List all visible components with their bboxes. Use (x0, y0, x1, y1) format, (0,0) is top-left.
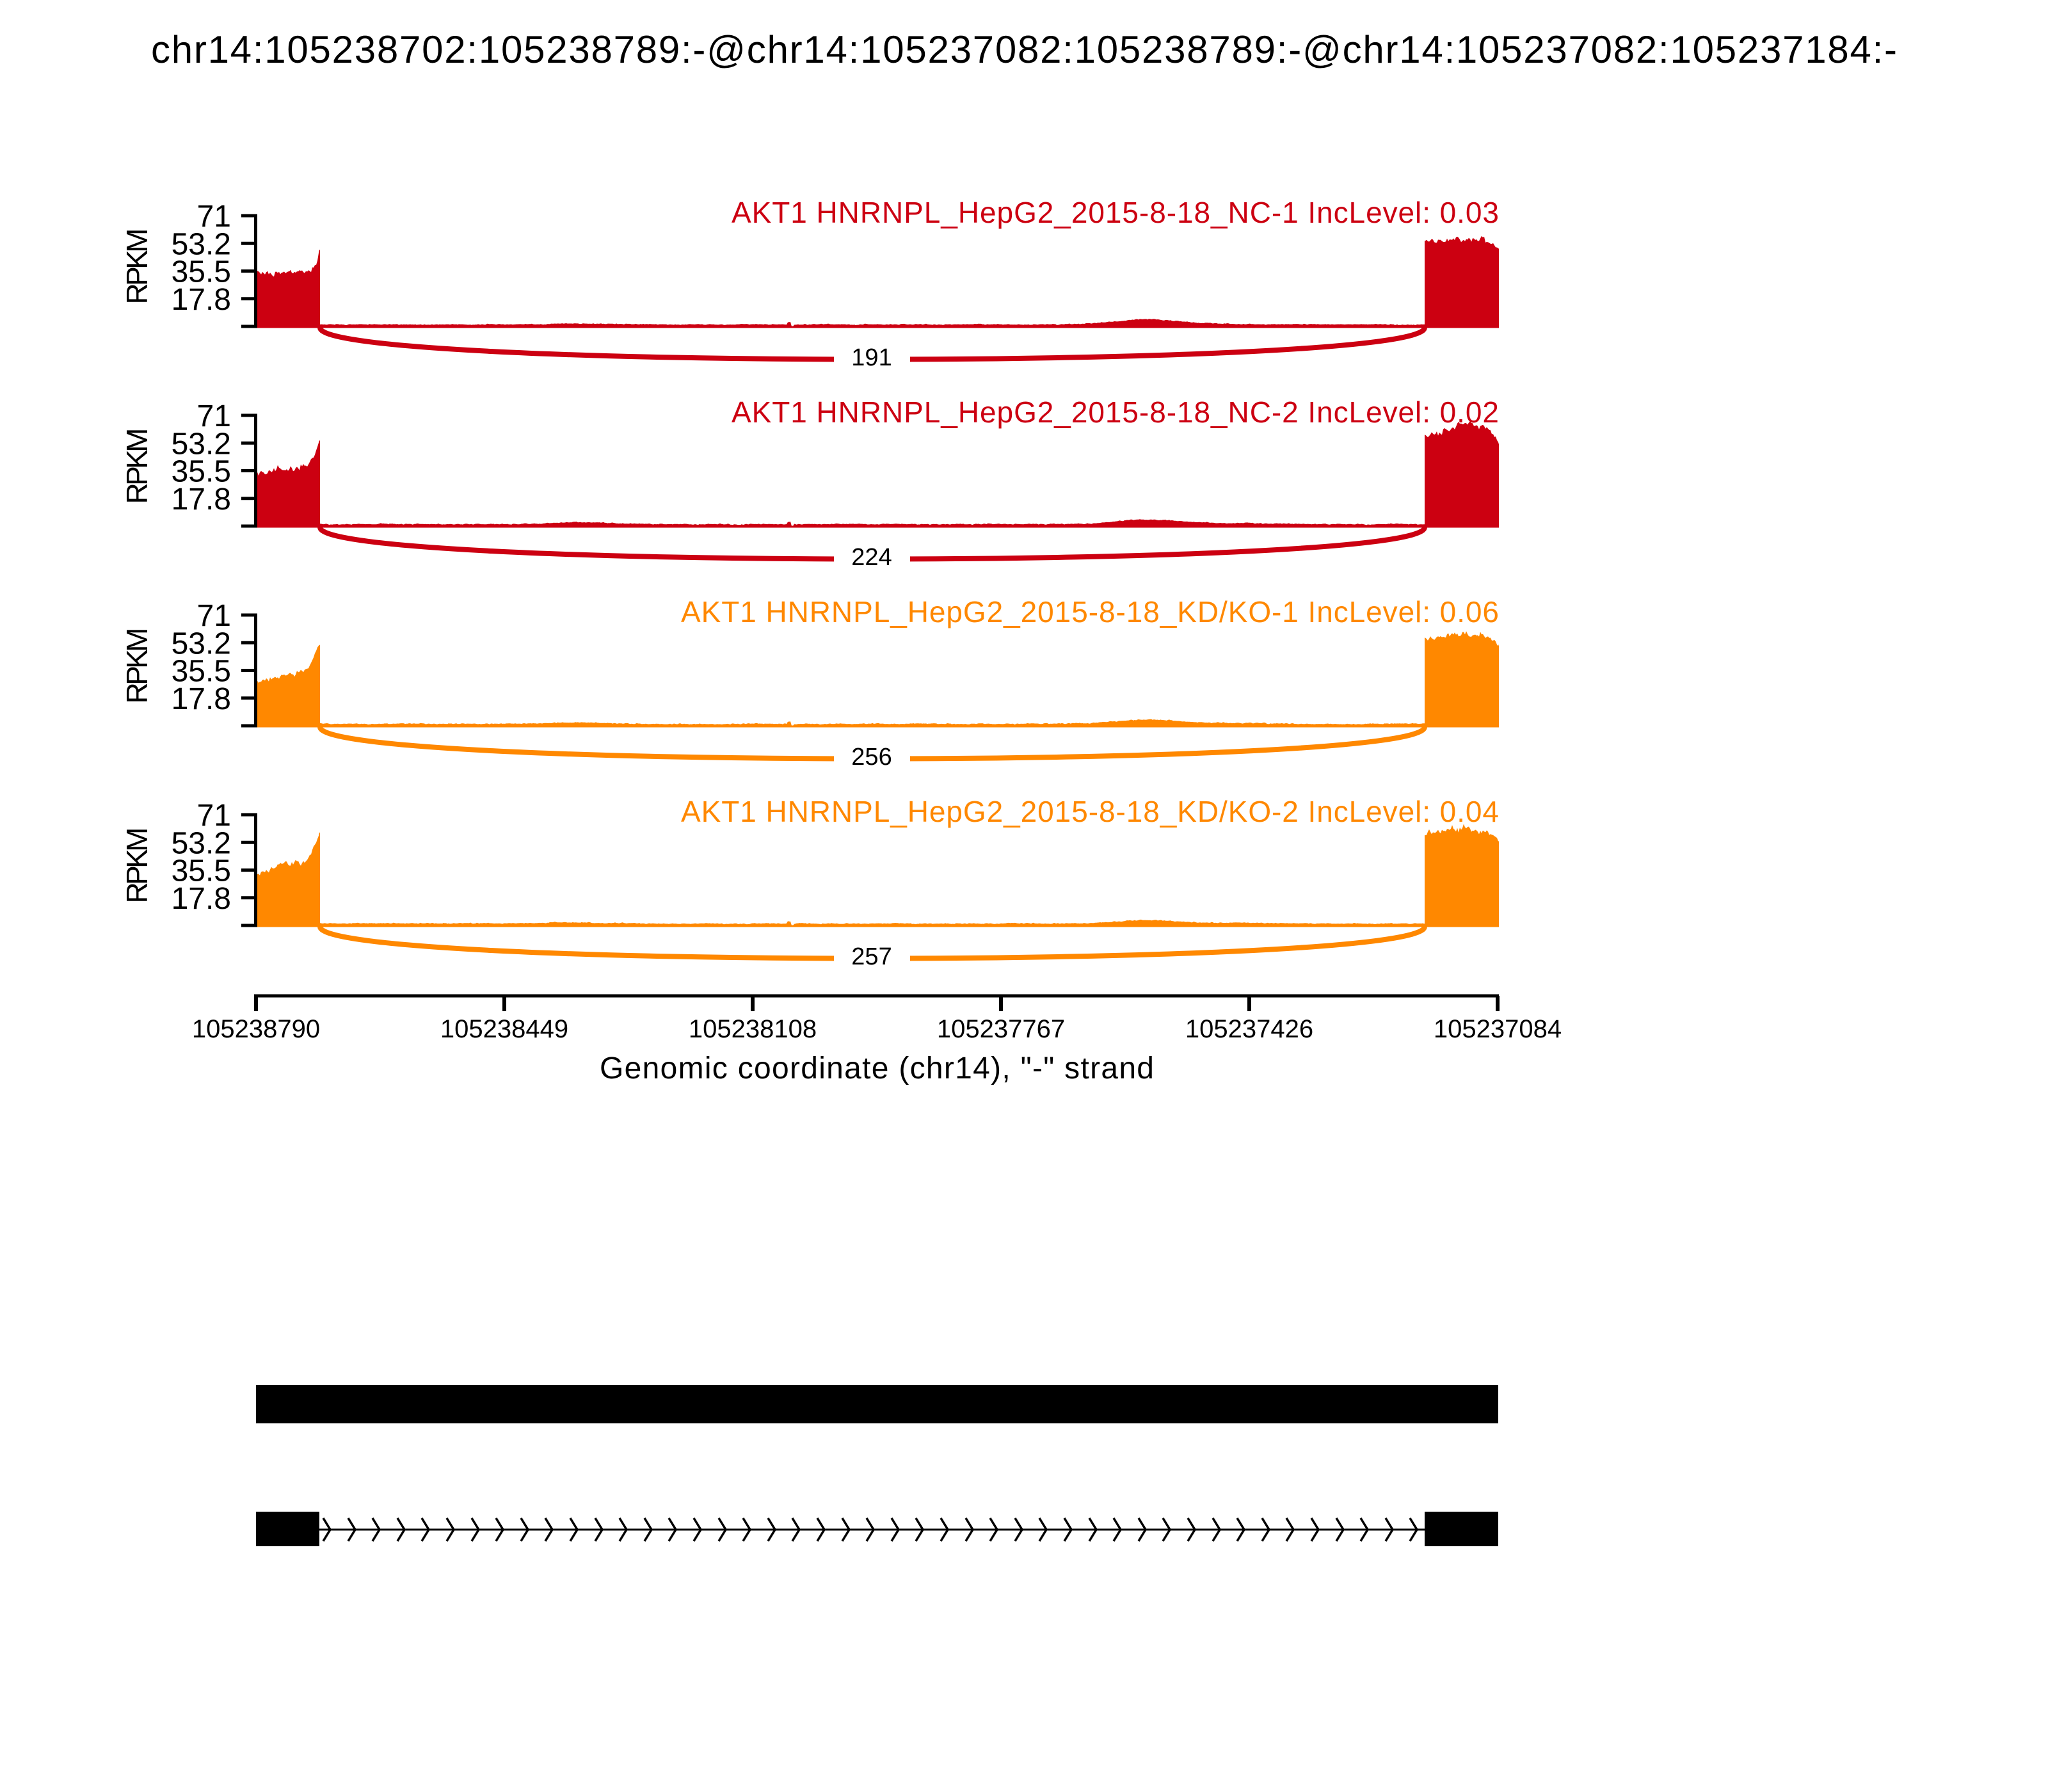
svg-text:105238449: 105238449 (440, 1015, 568, 1043)
svg-text:105238108: 105238108 (689, 1015, 817, 1043)
svg-text:224: 224 (851, 544, 892, 571)
svg-text:35.5: 35.5 (172, 854, 231, 888)
svg-text:105237426: 105237426 (1185, 1015, 1313, 1043)
svg-text:RPKM: RPKM (120, 628, 154, 704)
svg-text:17.8: 17.8 (172, 882, 231, 916)
svg-text:Genomic coordinate (chr14), "-: Genomic coordinate (chr14), "-" strand (600, 1052, 1154, 1085)
svg-text:RPKM: RPKM (120, 428, 154, 504)
svg-text:35.5: 35.5 (172, 455, 231, 489)
svg-text:AKT1 HNRNPL_HepG2_2015-8-18_NC: AKT1 HNRNPL_HepG2_2015-8-18_NC-2 IncLeve… (732, 396, 1499, 429)
svg-text:17.8: 17.8 (172, 682, 231, 716)
svg-text:RPKM: RPKM (120, 828, 154, 904)
svg-text:256: 256 (851, 744, 892, 771)
svg-text:35.5: 35.5 (172, 255, 231, 289)
svg-text:AKT1 HNRNPL_HepG2_2015-8-18_KD: AKT1 HNRNPL_HepG2_2015-8-18_KD/KO-2 IncL… (681, 795, 1499, 828)
svg-text:53.2: 53.2 (172, 427, 231, 461)
svg-text:191: 191 (851, 344, 892, 371)
svg-text:17.8: 17.8 (172, 483, 231, 516)
svg-text:71: 71 (197, 399, 231, 433)
svg-text:71: 71 (197, 200, 231, 234)
svg-text:AKT1 HNRNPL_HepG2_2015-8-18_KD: AKT1 HNRNPL_HepG2_2015-8-18_KD/KO-1 IncL… (681, 595, 1499, 628)
svg-text:105237767: 105237767 (937, 1015, 1065, 1043)
svg-text:257: 257 (851, 943, 892, 970)
svg-text:53.2: 53.2 (172, 627, 231, 660)
svg-text:AKT1 HNRNPL_HepG2_2015-8-18_NC: AKT1 HNRNPL_HepG2_2015-8-18_NC-1 IncLeve… (732, 196, 1499, 229)
svg-text:71: 71 (197, 799, 231, 833)
svg-text:105238790: 105238790 (192, 1015, 320, 1043)
svg-text:35.5: 35.5 (172, 655, 231, 689)
svg-text:71: 71 (197, 599, 231, 633)
svg-text:53.2: 53.2 (172, 227, 231, 261)
svg-text:17.8: 17.8 (172, 283, 231, 317)
svg-text:RPKM: RPKM (120, 228, 154, 305)
svg-text:chr14:105238702:105238789:-@ch: chr14:105238702:105238789:-@chr14:105237… (151, 28, 1897, 71)
svg-text:53.2: 53.2 (172, 826, 231, 860)
svg-text:105237084: 105237084 (1434, 1015, 1562, 1043)
